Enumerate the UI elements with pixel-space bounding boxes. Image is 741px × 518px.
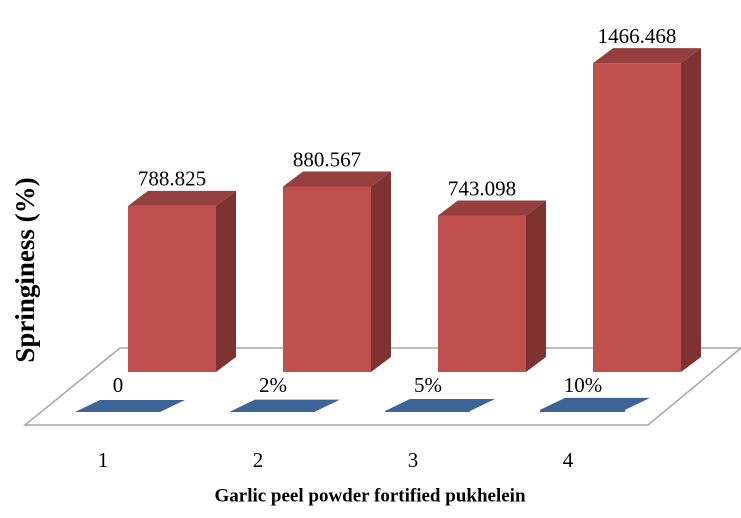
x-tick-label: 3 bbox=[408, 448, 419, 472]
value-label: 5% bbox=[414, 373, 442, 397]
x-axis-title: Garlic peel powder fortified pukhelein bbox=[214, 485, 525, 506]
bar-top bbox=[128, 190, 236, 206]
bar-front bbox=[593, 63, 681, 372]
bar-top bbox=[593, 48, 701, 64]
bar-side bbox=[681, 48, 701, 372]
value-label: 2% bbox=[259, 373, 287, 397]
value-label: 10% bbox=[564, 373, 603, 397]
bar-side bbox=[371, 171, 391, 372]
bar-3d bbox=[438, 200, 546, 372]
x-tick-label: 2 bbox=[253, 448, 264, 472]
value-label: 743.098 bbox=[448, 176, 516, 200]
bar-front bbox=[283, 186, 371, 372]
bar-side bbox=[216, 190, 236, 372]
bar-side bbox=[526, 200, 546, 372]
value-label: 1466.468 bbox=[598, 24, 677, 48]
bar-3d bbox=[283, 171, 391, 372]
bar-3d bbox=[593, 48, 701, 372]
bar-top bbox=[283, 171, 391, 187]
bar-top bbox=[438, 200, 546, 216]
value-label: 788.825 bbox=[138, 167, 206, 191]
bar-front bbox=[128, 205, 216, 372]
bar-3d bbox=[540, 397, 650, 412]
value-label: 0 bbox=[113, 373, 124, 397]
y-axis-title: Springiness (%) bbox=[10, 177, 40, 362]
bar-3d bbox=[230, 399, 340, 412]
x-tick-label: 1 bbox=[98, 448, 109, 472]
bar-3d bbox=[75, 400, 185, 412]
x-tick-label: 4 bbox=[563, 448, 574, 472]
value-label: 880.567 bbox=[293, 147, 361, 171]
bar-front bbox=[438, 215, 526, 372]
bar-3d bbox=[128, 190, 236, 372]
bar-3d bbox=[385, 398, 495, 412]
